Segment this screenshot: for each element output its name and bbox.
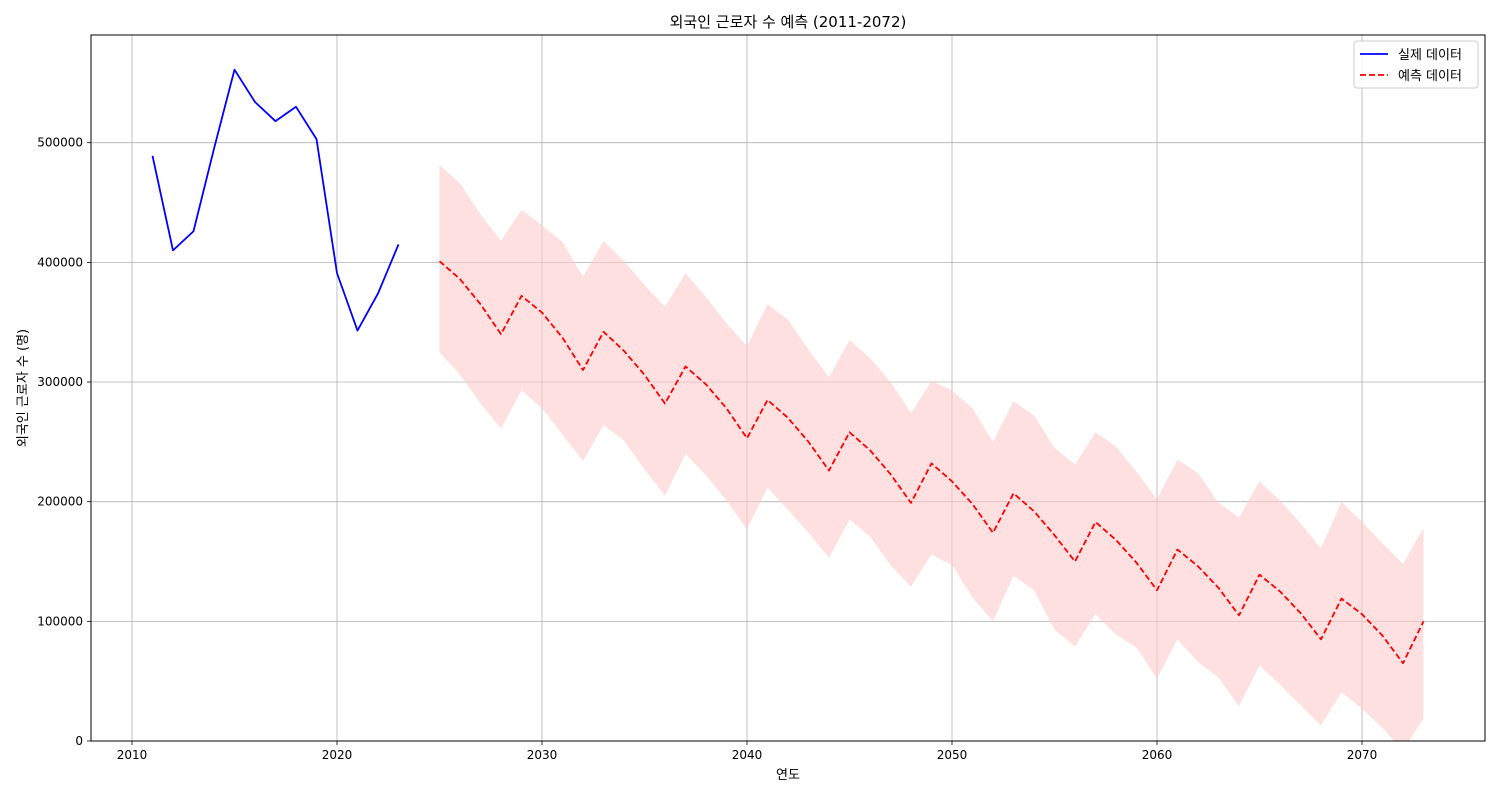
x-tick-label: 2040 — [732, 748, 763, 762]
y-tick-label: 0 — [75, 734, 83, 748]
legend-label-actual: 실제 데이터 — [1398, 48, 1462, 63]
x-axis-ticks: 2010 2020 2030 2040 2050 2060 2070 — [117, 741, 1378, 762]
x-tick-label: 2050 — [937, 748, 968, 762]
actual-series-line — [151, 68, 400, 332]
y-axis-ticks: 0 100000 200000 300000 400000 500000 — [37, 136, 91, 748]
x-tick-label: 2060 — [1142, 748, 1173, 762]
x-axis-label: 연도 — [776, 768, 800, 783]
plot-frame — [90, 34, 1486, 742]
legend-label-forecast: 예측 데이터 — [1398, 69, 1462, 84]
forecast-series-line — [438, 260, 1425, 665]
y-tick-label: 500000 — [37, 136, 83, 150]
y-tick-label: 100000 — [37, 614, 83, 628]
forecast-confidence-band — [439, 165, 1424, 741]
y-axis-label: 외국인 근로자 수 (명) — [16, 329, 31, 447]
y-tick-label: 200000 — [37, 495, 83, 509]
confidence-band-layer — [439, 165, 1424, 741]
series-layer — [151, 68, 1425, 665]
x-tick-label: 2030 — [527, 748, 558, 762]
x-tick-label: 2020 — [322, 748, 353, 762]
legend-box — [1353, 40, 1479, 89]
x-tick-label: 2010 — [117, 748, 148, 762]
chart-title: 외국인 근로자 수 예측 (2011-2072) — [670, 13, 907, 31]
y-tick-label: 400000 — [37, 255, 83, 269]
x-tick-label: 2070 — [1347, 748, 1378, 762]
legend: 실제 데이터 예측 데이터 — [1353, 40, 1479, 89]
y-tick-label: 300000 — [37, 375, 83, 389]
